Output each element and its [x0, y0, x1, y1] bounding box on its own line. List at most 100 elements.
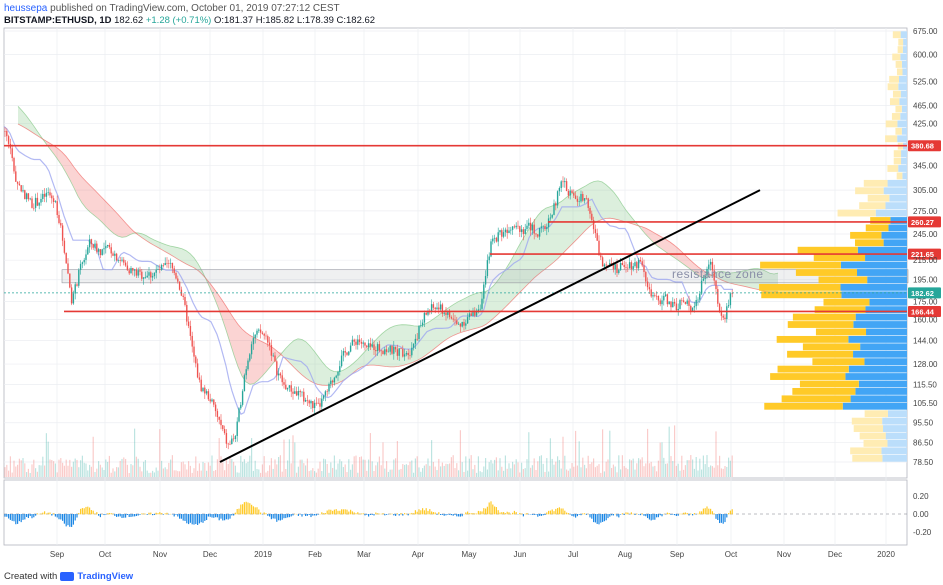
oscillator-bar [312, 514, 314, 516]
volume-bar [333, 455, 335, 477]
oscillator-bar [396, 513, 398, 515]
oscillator-bar [598, 514, 600, 525]
candle-body [488, 256, 490, 261]
oscillator-bar [60, 514, 62, 520]
cloud-segment [298, 338, 302, 375]
oscillator-bar [555, 508, 557, 515]
candle-body [445, 312, 447, 315]
candle-body [562, 181, 564, 183]
candle-body [150, 272, 152, 278]
volume-bar [575, 430, 577, 477]
volume-bar [225, 459, 227, 477]
profile-up-bar [883, 187, 907, 195]
candle-body [571, 190, 573, 194]
candle-body [202, 387, 204, 392]
profile-up-bar [897, 135, 907, 143]
oscillator-bar [477, 510, 479, 515]
price-tick-label: 275.00 [913, 207, 938, 216]
candle-body [511, 226, 514, 230]
profile-up-bar [853, 350, 907, 358]
volume-bar [494, 459, 496, 477]
candle-body [436, 307, 438, 310]
candle-body [319, 403, 321, 407]
cloud-segment [114, 210, 118, 237]
volume-bar [6, 464, 8, 477]
cloud-segment [718, 271, 722, 281]
candle-body [654, 295, 656, 296]
profile-down-bar [885, 120, 898, 128]
baseline-line [3, 125, 733, 416]
volume-bar [278, 456, 280, 477]
volume-bar [301, 459, 303, 477]
oscillator-bar [335, 509, 337, 515]
oscillator-bar [639, 514, 641, 516]
profile-down-bar [799, 380, 859, 388]
candle-body [690, 305, 692, 311]
candle-body [261, 332, 264, 334]
oscillator-bar [578, 514, 580, 515]
volume-bar [168, 462, 170, 477]
candle-body [481, 298, 483, 309]
profile-down-bar [851, 417, 883, 425]
volume-bar [618, 455, 620, 477]
volume-bar [647, 428, 649, 477]
price-level-label: 221.65 [911, 250, 934, 259]
candle-body [173, 268, 175, 273]
candle-body [135, 269, 138, 276]
oscillator-bar [17, 514, 19, 524]
cloud-segment [610, 188, 614, 219]
cloud-segment [314, 350, 318, 385]
volume-bar [625, 467, 627, 477]
oscillator-bar [134, 514, 136, 517]
symbol-info: BITSTAMP:ETHUSD, 1D 182.62 +1.28 (+0.71%… [4, 15, 375, 26]
volume-bar [591, 462, 593, 477]
volume-bar [305, 465, 307, 477]
profile-down-bar [897, 46, 903, 53]
volume-bar [294, 442, 296, 477]
volume-bar [159, 429, 161, 477]
volume-bar [261, 464, 263, 477]
volume-bar [452, 455, 454, 477]
candle-body [234, 436, 237, 440]
author-name[interactable]: heussepa [4, 3, 48, 14]
volume-bar [692, 459, 694, 477]
profile-up-bar [900, 90, 907, 98]
candle-body [382, 350, 384, 355]
tradingview-brand[interactable]: TradingView [77, 571, 134, 582]
profile-down-bar [818, 276, 868, 284]
volume-bar [40, 465, 42, 477]
oscillator-bar [420, 510, 422, 515]
cloud-segment [130, 227, 134, 235]
oscillator-bar [548, 510, 550, 515]
cloud-segment [646, 228, 650, 239]
volume-bar [35, 468, 37, 477]
volume-bar [596, 465, 598, 477]
oscillator-bar [692, 514, 694, 516]
profile-down-bar [895, 61, 902, 68]
candle-body [375, 350, 377, 352]
candle-body [139, 270, 141, 272]
candle-body [88, 239, 91, 248]
oscillator-bar [476, 513, 478, 515]
volume-bar [620, 469, 622, 477]
volume-bar [386, 461, 388, 477]
candle-body [447, 312, 449, 315]
profile-up-bar [853, 321, 907, 328]
oscillator-bar [71, 514, 73, 527]
profile-down-bar [797, 246, 858, 254]
volume-bar [45, 433, 47, 477]
oscillator-bar [465, 512, 467, 515]
cloud-segment [22, 110, 26, 129]
profile-up-bar [887, 440, 907, 447]
volume-bar [440, 466, 442, 477]
volume-bar [314, 471, 316, 477]
oscillator-bar [589, 514, 591, 518]
profile-up-bar [855, 387, 907, 395]
oscillator-bar [566, 512, 568, 515]
oscillator-bar [260, 512, 262, 515]
candle-body [663, 295, 665, 301]
oscillator-bar [236, 508, 238, 515]
candle-body [407, 352, 409, 356]
price-tick-label: 425.00 [913, 120, 938, 129]
